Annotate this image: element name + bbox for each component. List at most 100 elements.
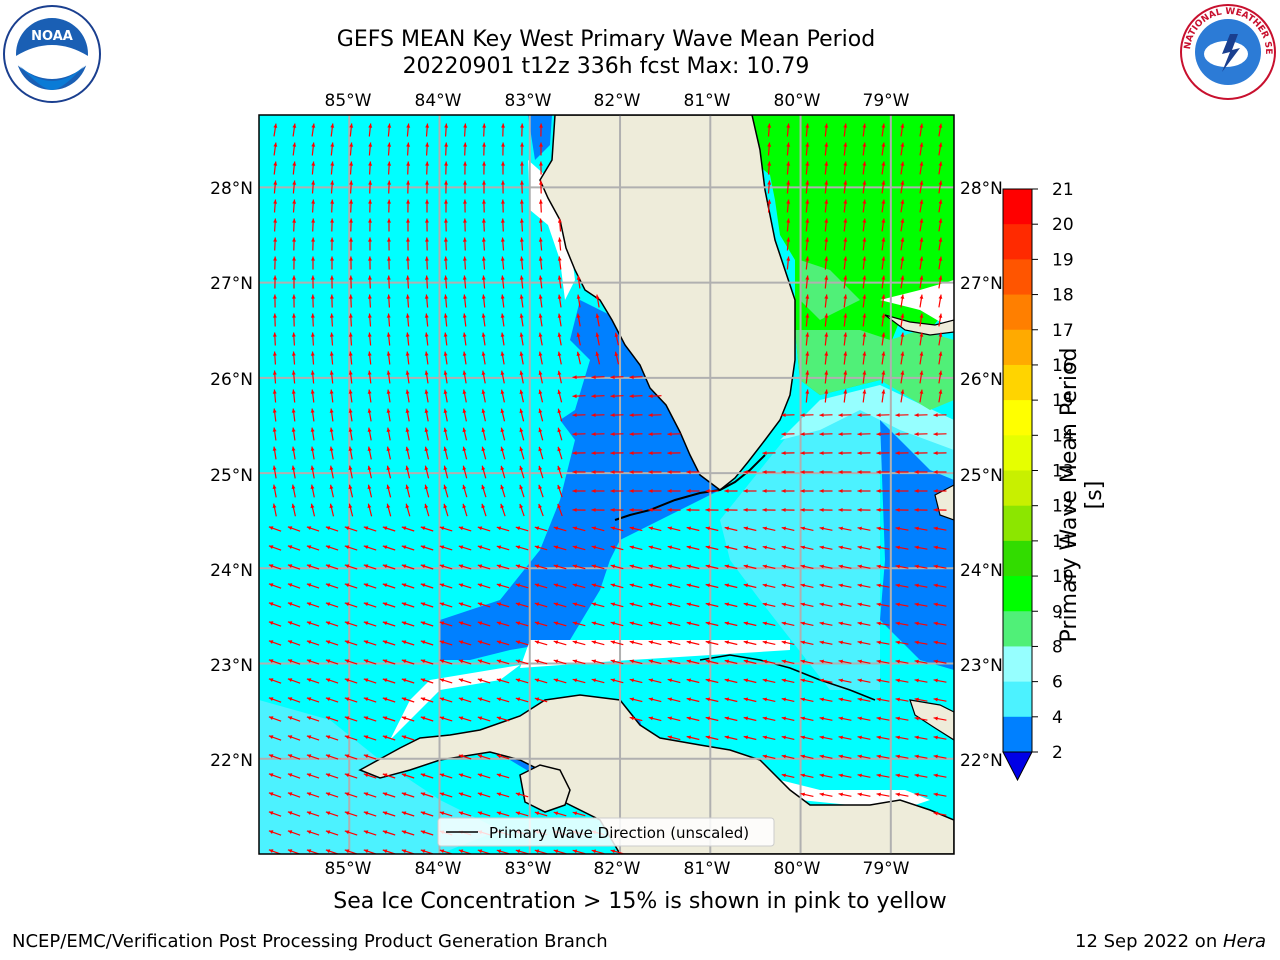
wave-arrow-head-icon: [368, 161, 373, 166]
wave-arrow-head-icon: [477, 526, 483, 531]
wave-arrow-head-icon: [857, 564, 862, 569]
wave-arrow-head-icon: [648, 432, 653, 436]
wave-arrow-head-icon: [477, 716, 483, 721]
wave-arrow-head-icon: [572, 564, 578, 569]
wave-arrow-head-icon: [292, 199, 297, 204]
wave-arrow-head-icon: [539, 123, 543, 128]
wave-arrow-head-icon: [367, 446, 372, 451]
wave-arrow-head-icon: [648, 413, 653, 417]
wave-arrow-head-icon: [420, 792, 426, 797]
wave-arrow-head-icon: [306, 678, 312, 682]
wave-arrow-head-icon: [325, 621, 331, 626]
wave-arrow-head-icon: [292, 256, 296, 261]
lat-label-left: 23°N: [210, 656, 253, 676]
wave-arrow-head-icon: [287, 640, 293, 644]
wave-arrow-head-icon: [405, 427, 410, 432]
wave-arrow-head-icon: [292, 237, 296, 242]
wave-arrow-head-icon: [291, 370, 296, 375]
colorbar-tick-label: 14: [1052, 426, 1074, 446]
wave-arrow-head-icon: [477, 754, 483, 759]
wave-arrow-head-icon: [310, 332, 315, 337]
wave-arrow-head-icon: [610, 602, 616, 607]
wave-arrow-head-icon: [496, 678, 502, 683]
wave-arrow-head-icon: [862, 275, 867, 280]
wave-arrow-head-icon: [538, 332, 543, 337]
wave-arrow-head-icon: [629, 413, 634, 417]
land-isle-of-youth: [519, 764, 571, 813]
wave-arrow-head-icon: [406, 180, 410, 185]
wave-arrow-head-icon: [919, 237, 924, 242]
wave-arrow-head-icon: [310, 313, 315, 318]
lat-label-right: 26°N: [960, 370, 1003, 390]
wave-arrow-head-icon: [876, 451, 881, 455]
wave-arrow-head-icon: [458, 640, 464, 645]
wave-arrow-head-icon: [819, 659, 824, 664]
wave-arrow-head-icon: [519, 446, 524, 452]
wave-arrow-head-icon: [610, 432, 615, 436]
wave-arrow-head-icon: [724, 545, 730, 550]
wave-arrow-head-icon: [900, 237, 905, 242]
wave-arrow-head-icon: [367, 332, 372, 337]
wave-arrow-head-icon: [344, 735, 350, 740]
wave-arrow-head-icon: [291, 503, 296, 508]
wave-arrow-head-icon: [686, 470, 691, 474]
wave-arrow-head-icon: [938, 389, 943, 394]
wave-arrow-head-icon: [501, 199, 505, 204]
wave-arrow-head-icon: [363, 678, 369, 683]
wave-arrow-head-icon: [786, 218, 791, 223]
wave-arrow-head-icon: [349, 142, 354, 147]
wave-arrow-head-icon: [439, 640, 445, 645]
wave-arrow-head-icon: [500, 294, 505, 299]
wave-arrow-head-icon: [273, 161, 278, 166]
wave-arrow-head-icon: [272, 427, 277, 432]
wave-arrow-head-icon: [705, 508, 710, 512]
wave-arrow-head-icon: [515, 640, 521, 645]
wave-arrow-head-icon: [463, 180, 467, 185]
wave-arrow-head-icon: [401, 792, 407, 797]
colorbar-tick-label: 2: [1052, 743, 1063, 763]
wave-arrow-head-icon: [329, 484, 334, 489]
nodata-strip-keys: [520, 640, 790, 668]
wave-arrow-head-icon: [781, 470, 786, 474]
wave-arrow-head-icon: [686, 678, 692, 683]
wave-arrow-head-icon: [405, 351, 410, 356]
wave-arrow-head-icon: [862, 313, 867, 318]
wave-arrow-head-icon: [572, 849, 578, 854]
wave-arrow-head-icon: [287, 697, 293, 701]
lon-label-bottom: 82°W: [594, 859, 641, 879]
wave-arrow-head-icon: [458, 754, 464, 759]
wave-arrow-head-icon: [724, 678, 730, 683]
wave-arrow-head-icon: [572, 583, 578, 588]
wave-arrow-head-icon: [667, 545, 673, 550]
wave-arrow-head-icon: [325, 773, 331, 778]
wave-arrow-head-icon: [572, 413, 577, 417]
wave-arrow-head-icon: [310, 446, 315, 451]
wave-arrow-head-icon: [819, 716, 824, 721]
wave-arrow-head-icon: [405, 275, 410, 280]
wave-arrow-head-icon: [406, 123, 411, 128]
wave-arrow-head-icon: [553, 564, 559, 569]
wave-arrow-head-icon: [424, 332, 429, 337]
wave-arrow-head-icon: [591, 526, 597, 531]
wave-arrow-head-icon: [800, 564, 805, 569]
wave-arrow-head-icon: [824, 313, 829, 318]
wave-arrow-head-icon: [368, 256, 372, 261]
wave-arrow-head-icon: [287, 792, 293, 796]
wave-arrow-head-icon: [382, 811, 388, 816]
wave-arrow-head-icon: [462, 465, 467, 471]
wave-arrow-head-icon: [800, 583, 805, 588]
wave-arrow-head-icon: [534, 545, 540, 550]
wave-arrow-head-icon: [895, 451, 900, 455]
wave-arrow-head-icon: [705, 716, 711, 721]
wave-arrow-head-icon: [781, 697, 786, 702]
wave-arrow-head-icon: [501, 161, 505, 166]
wave-arrow-head-icon: [520, 142, 524, 147]
wave-arrow-head-icon: [610, 451, 615, 455]
wave-arrow-head-icon: [287, 602, 293, 606]
wave-arrow-head-icon: [515, 564, 521, 569]
wave-arrow-head-icon: [367, 484, 372, 490]
wave-arrow-head-icon: [667, 678, 673, 683]
wave-arrow-head-icon: [439, 564, 445, 569]
wave-arrow-head-icon: [724, 659, 730, 664]
wave-arrow-head-icon: [330, 275, 334, 280]
